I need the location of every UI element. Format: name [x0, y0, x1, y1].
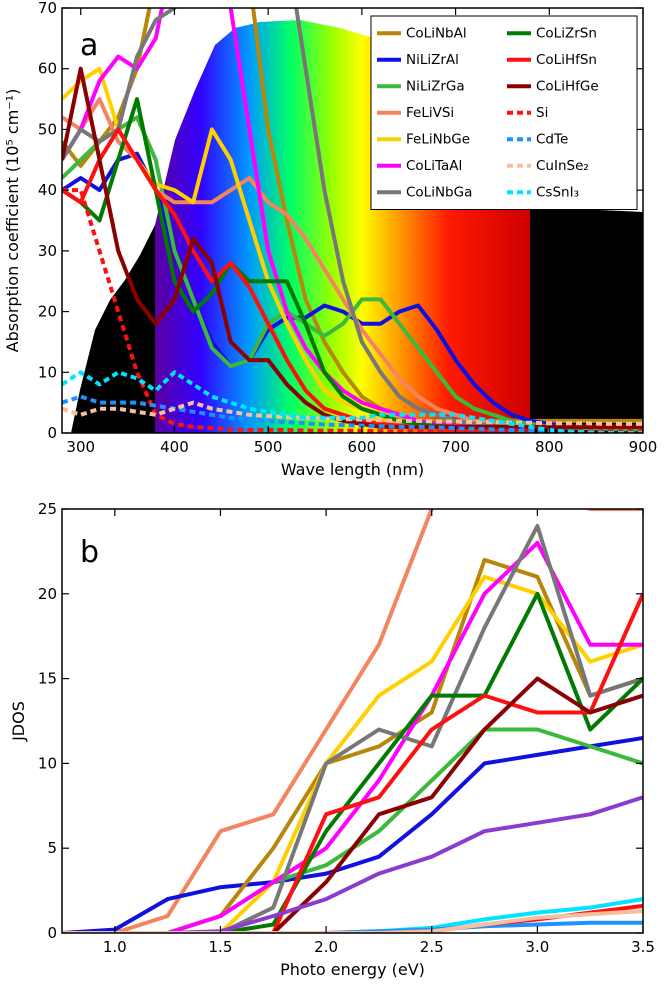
- x-tick-label: 1.5: [209, 938, 233, 956]
- x-tick-label: 900: [629, 438, 658, 456]
- spectrum-ir: [530, 205, 643, 433]
- legend-label: CoLiTaAl: [406, 158, 462, 174]
- x-tick-label: 2.0: [314, 938, 338, 956]
- legend-label: NiLiZrGa: [406, 78, 465, 94]
- y-tick-label: 10: [38, 363, 57, 381]
- series-line: [62, 795, 643, 933]
- series-line: [62, 524, 643, 933]
- legend-label: CoLiZrSn: [536, 25, 597, 41]
- x-tick-label: 700: [441, 438, 470, 456]
- series-line: [62, 909, 643, 933]
- legend-label: FeLiVSi: [406, 105, 454, 121]
- y-axis-label: Absorption coefficient (10⁵ cm⁻¹): [3, 89, 22, 353]
- x-tick-label: 3.5: [631, 938, 655, 956]
- plot-frame: [61, 508, 644, 934]
- legend-label: CdTe: [536, 131, 568, 147]
- series-line: [62, 188, 643, 433]
- series-line: [62, 400, 643, 426]
- y-tick-label: 0: [47, 424, 57, 442]
- panel-label: a: [80, 28, 98, 63]
- y-tick-label: 40: [38, 181, 57, 199]
- series-line: [62, 66, 643, 429]
- y-tick-label: 25: [38, 500, 57, 518]
- legend-label: NiLiZrAl: [406, 52, 459, 68]
- series-line: [62, 394, 643, 433]
- y-tick-label: 50: [38, 120, 57, 138]
- legend-label: CoLiNbAl: [406, 25, 467, 41]
- y-axis-label: JDOS: [9, 701, 28, 742]
- series-line: [62, 676, 643, 933]
- x-tick-label: 400: [160, 438, 189, 456]
- legend-label: CoLiHfGe: [536, 78, 599, 94]
- x-axis-label: Wave length (nm): [281, 460, 424, 479]
- legend-label: Si: [536, 105, 548, 121]
- y-tick-label: 10: [38, 754, 57, 772]
- series-line: [62, 591, 643, 933]
- panel-label: b: [80, 535, 99, 570]
- y-tick-label: 0: [47, 924, 57, 942]
- x-tick-label: 800: [535, 438, 564, 456]
- x-tick-label: 600: [348, 438, 377, 456]
- y-tick-label: 70: [38, 0, 57, 17]
- series-line: [62, 8, 643, 423]
- plot-lines: [62, 8, 643, 433]
- x-tick-label: 3.0: [525, 938, 549, 956]
- legend-label: CoLiHfSn: [536, 52, 597, 68]
- series-line: [62, 592, 643, 933]
- series-line: [62, 540, 643, 933]
- x-tick-label: 500: [254, 438, 283, 456]
- y-tick-label: 5: [47, 839, 57, 857]
- legend-label: CoLiNbGa: [406, 184, 472, 200]
- legend-label: CuInSe₂: [536, 158, 589, 174]
- y-tick-label: 60: [38, 60, 57, 78]
- series-line: [62, 509, 643, 933]
- x-tick-label: 300: [66, 438, 95, 456]
- legend-box: [370, 15, 638, 210]
- series-line: [62, 727, 643, 933]
- plot-lines: [62, 509, 643, 933]
- legend-label: CsSnI₃: [536, 184, 579, 200]
- y-tick-label: 20: [38, 585, 57, 603]
- series-line: [62, 370, 643, 433]
- y-tick-label: 30: [38, 242, 57, 260]
- x-axis-label: Photo energy (eV): [280, 960, 425, 979]
- series-line: [62, 574, 643, 933]
- x-tick-label: 1.0: [103, 938, 127, 956]
- x-tick-label: 2.5: [420, 938, 444, 956]
- plot-frame: [61, 7, 644, 434]
- series-line: [62, 557, 643, 933]
- y-tick-label: 20: [38, 303, 57, 321]
- legend-label: FeLiNbGe: [406, 131, 470, 147]
- spectrum-uv: [71, 225, 156, 433]
- y-tick-label: 15: [38, 670, 57, 688]
- series-line: [62, 736, 643, 933]
